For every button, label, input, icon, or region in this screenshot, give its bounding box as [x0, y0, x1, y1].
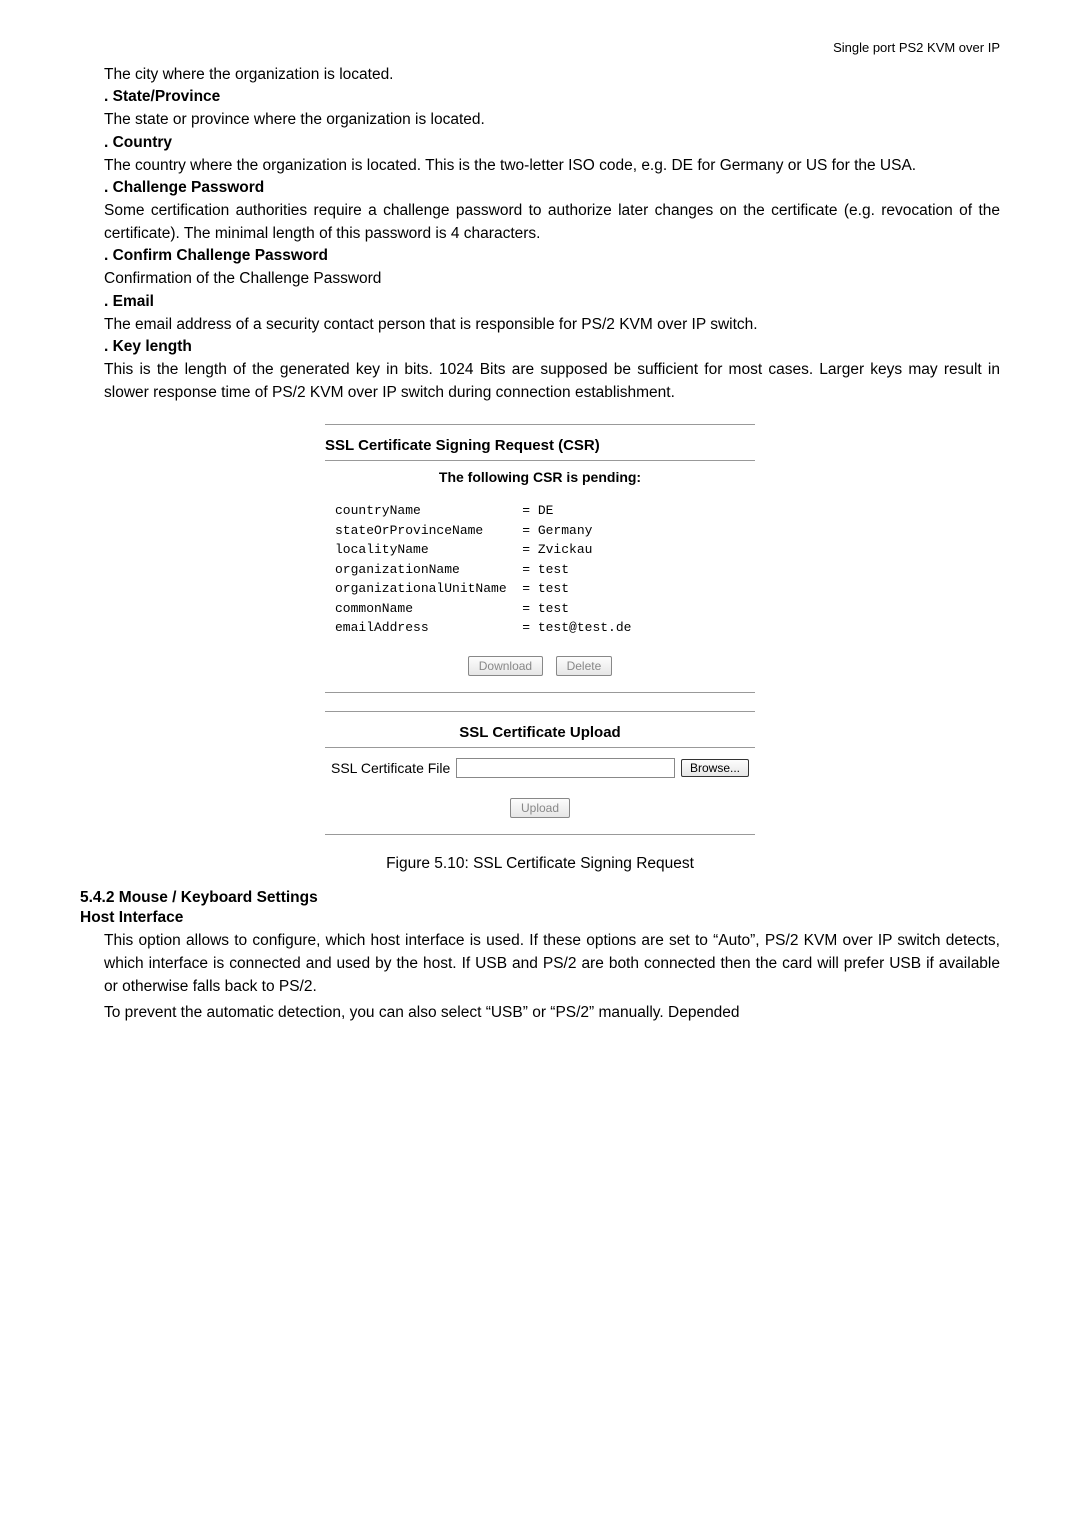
- download-button[interactable]: Download: [468, 656, 543, 676]
- figure-csr: SSL Certificate Signing Request (CSR) Th…: [325, 424, 755, 835]
- heading-state: . State/Province: [104, 88, 1000, 106]
- heading-challenge: . Challenge Password: [104, 179, 1000, 197]
- body-country: The country where the organization is lo…: [104, 154, 1000, 177]
- cert-file-input[interactable]: [456, 758, 675, 778]
- delete-button[interactable]: Delete: [556, 656, 613, 676]
- heading-confirm: . Confirm Challenge Password: [104, 247, 1000, 265]
- page-header-right: Single port PS2 KVM over IP: [80, 40, 1000, 55]
- browse-button[interactable]: Browse...: [681, 759, 749, 777]
- upload-title: SSL Certificate Upload: [325, 718, 755, 747]
- body-keylen: This is the length of the generated key …: [104, 358, 1000, 405]
- body-state: The state or province where the organiza…: [104, 108, 1000, 131]
- csr-data-block: countryName = DE stateOrProvinceName = G…: [325, 493, 755, 646]
- body-confirm: Confirmation of the Challenge Password: [104, 267, 1000, 290]
- body-email: The email address of a security contact …: [104, 313, 1000, 336]
- host-interface-heading: Host Interface: [80, 909, 1000, 927]
- upload-button[interactable]: Upload: [510, 798, 570, 818]
- csr-title: SSL Certificate Signing Request (CSR): [325, 431, 755, 460]
- heading-keylen: . Key length: [104, 338, 1000, 356]
- section-5-4-2: 5.4.2 Mouse / Keyboard Settings: [80, 889, 1000, 907]
- body-challenge: Some certification authorities require a…: [104, 199, 1000, 246]
- upload-label: SSL Certificate File: [331, 760, 450, 776]
- host-interface-p1: This option allows to configure, which h…: [104, 929, 1000, 999]
- host-interface-p2: To prevent the automatic detection, you …: [104, 1001, 1000, 1024]
- csr-subtitle: The following CSR is pending:: [325, 460, 755, 493]
- heading-email: . Email: [104, 293, 1000, 311]
- heading-country: . Country: [104, 134, 1000, 152]
- body-city: The city where the organization is locat…: [104, 63, 1000, 86]
- figure-caption: Figure 5.10: SSL Certificate Signing Req…: [80, 855, 1000, 873]
